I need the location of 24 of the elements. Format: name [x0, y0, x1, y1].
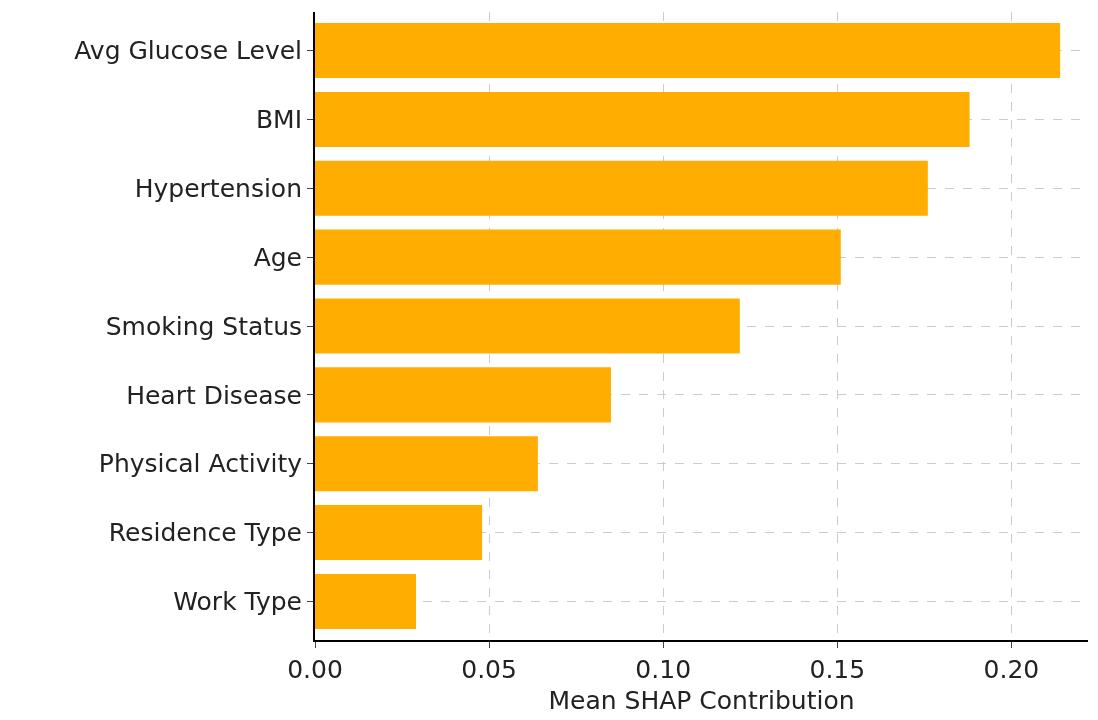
x-axis-title: Mean SHAP Contribution [548, 685, 855, 715]
bar [315, 505, 483, 561]
bar [315, 229, 841, 285]
y-tick-label: BMI [255, 105, 302, 135]
y-tick-label: Hypertension [134, 174, 302, 204]
bar [315, 23, 1061, 79]
y-tick-label: Avg Glucose Level [74, 36, 302, 66]
y-tick-label: Work Type [173, 587, 302, 617]
x-tick-label: 0.10 [635, 655, 692, 684]
bar [315, 160, 928, 216]
x-tick-label: 0.20 [983, 655, 1040, 684]
y-tick-label: Heart Disease [126, 380, 302, 410]
y-tick-label: Physical Activity [98, 449, 303, 479]
y-tick-label: Residence Type [108, 518, 302, 548]
x-tick-label: 0.00 [287, 655, 343, 684]
x-tick-label: 0.15 [809, 655, 866, 684]
x-tick-label: 0.05 [461, 655, 517, 684]
bar [315, 436, 538, 492]
bar [315, 367, 611, 423]
bar [315, 573, 416, 629]
y-tick-label: Age [253, 242, 302, 272]
bar [315, 298, 740, 354]
bar [315, 91, 970, 147]
y-tick-label: Smoking Status [105, 311, 302, 341]
